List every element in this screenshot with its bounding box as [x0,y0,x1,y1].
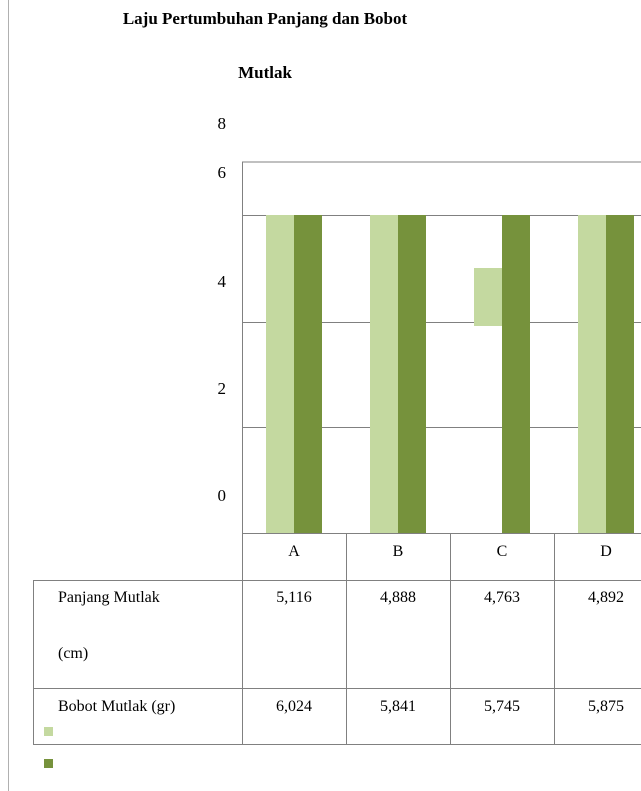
value-bobot-c: 5,745 [484,698,520,715]
category-label-a: A [288,543,300,560]
bar-panjang-b [370,215,398,533]
chart-title-line2: Mutlak [238,63,292,82]
value-bobot-d: 5,875 [588,698,624,715]
bar-bobot-c [502,215,530,533]
y-tick-label-2: 2 [217,379,227,398]
value-panjang-a: 5,116 [276,589,312,606]
series-label-bobot: Bobot Mutlak (gr) [58,698,176,715]
data-table-lines [33,533,641,745]
value-bobot-a: 6,024 [276,698,312,715]
y-tick-label-8: 8 [217,114,227,133]
bar-bobot-b [398,215,426,533]
bar-panjang-c [474,268,502,326]
category-label-c: C [496,543,508,560]
bar-panjang-a [266,215,294,533]
bar-bobot-a [294,215,322,533]
left-margin-rule [8,0,9,791]
bars [266,215,634,533]
value-panjang-c: 4,763 [484,589,520,606]
series-label-panjang-line2: (cm) [58,645,89,662]
legend-key-panjang [44,727,53,736]
category-label-b: B [392,543,404,560]
value-bobot-b: 5,841 [380,698,416,715]
value-panjang-d: 4,892 [588,589,624,606]
y-tick-label-6: 6 [217,163,227,182]
category-label-d: D [600,543,612,560]
y-tick-label-4: 4 [217,272,227,291]
bar-bobot-d [606,215,634,533]
y-tick-label-0: 0 [217,486,227,505]
value-panjang-b: 4,888 [380,589,416,606]
legend-key-bobot [44,759,53,768]
series-label-panjang-line1: Panjang Mutlak [58,589,160,606]
chart-title-line1: Laju Pertumbuhan Panjang dan Bobot [122,9,408,28]
bar-panjang-d [578,215,606,533]
